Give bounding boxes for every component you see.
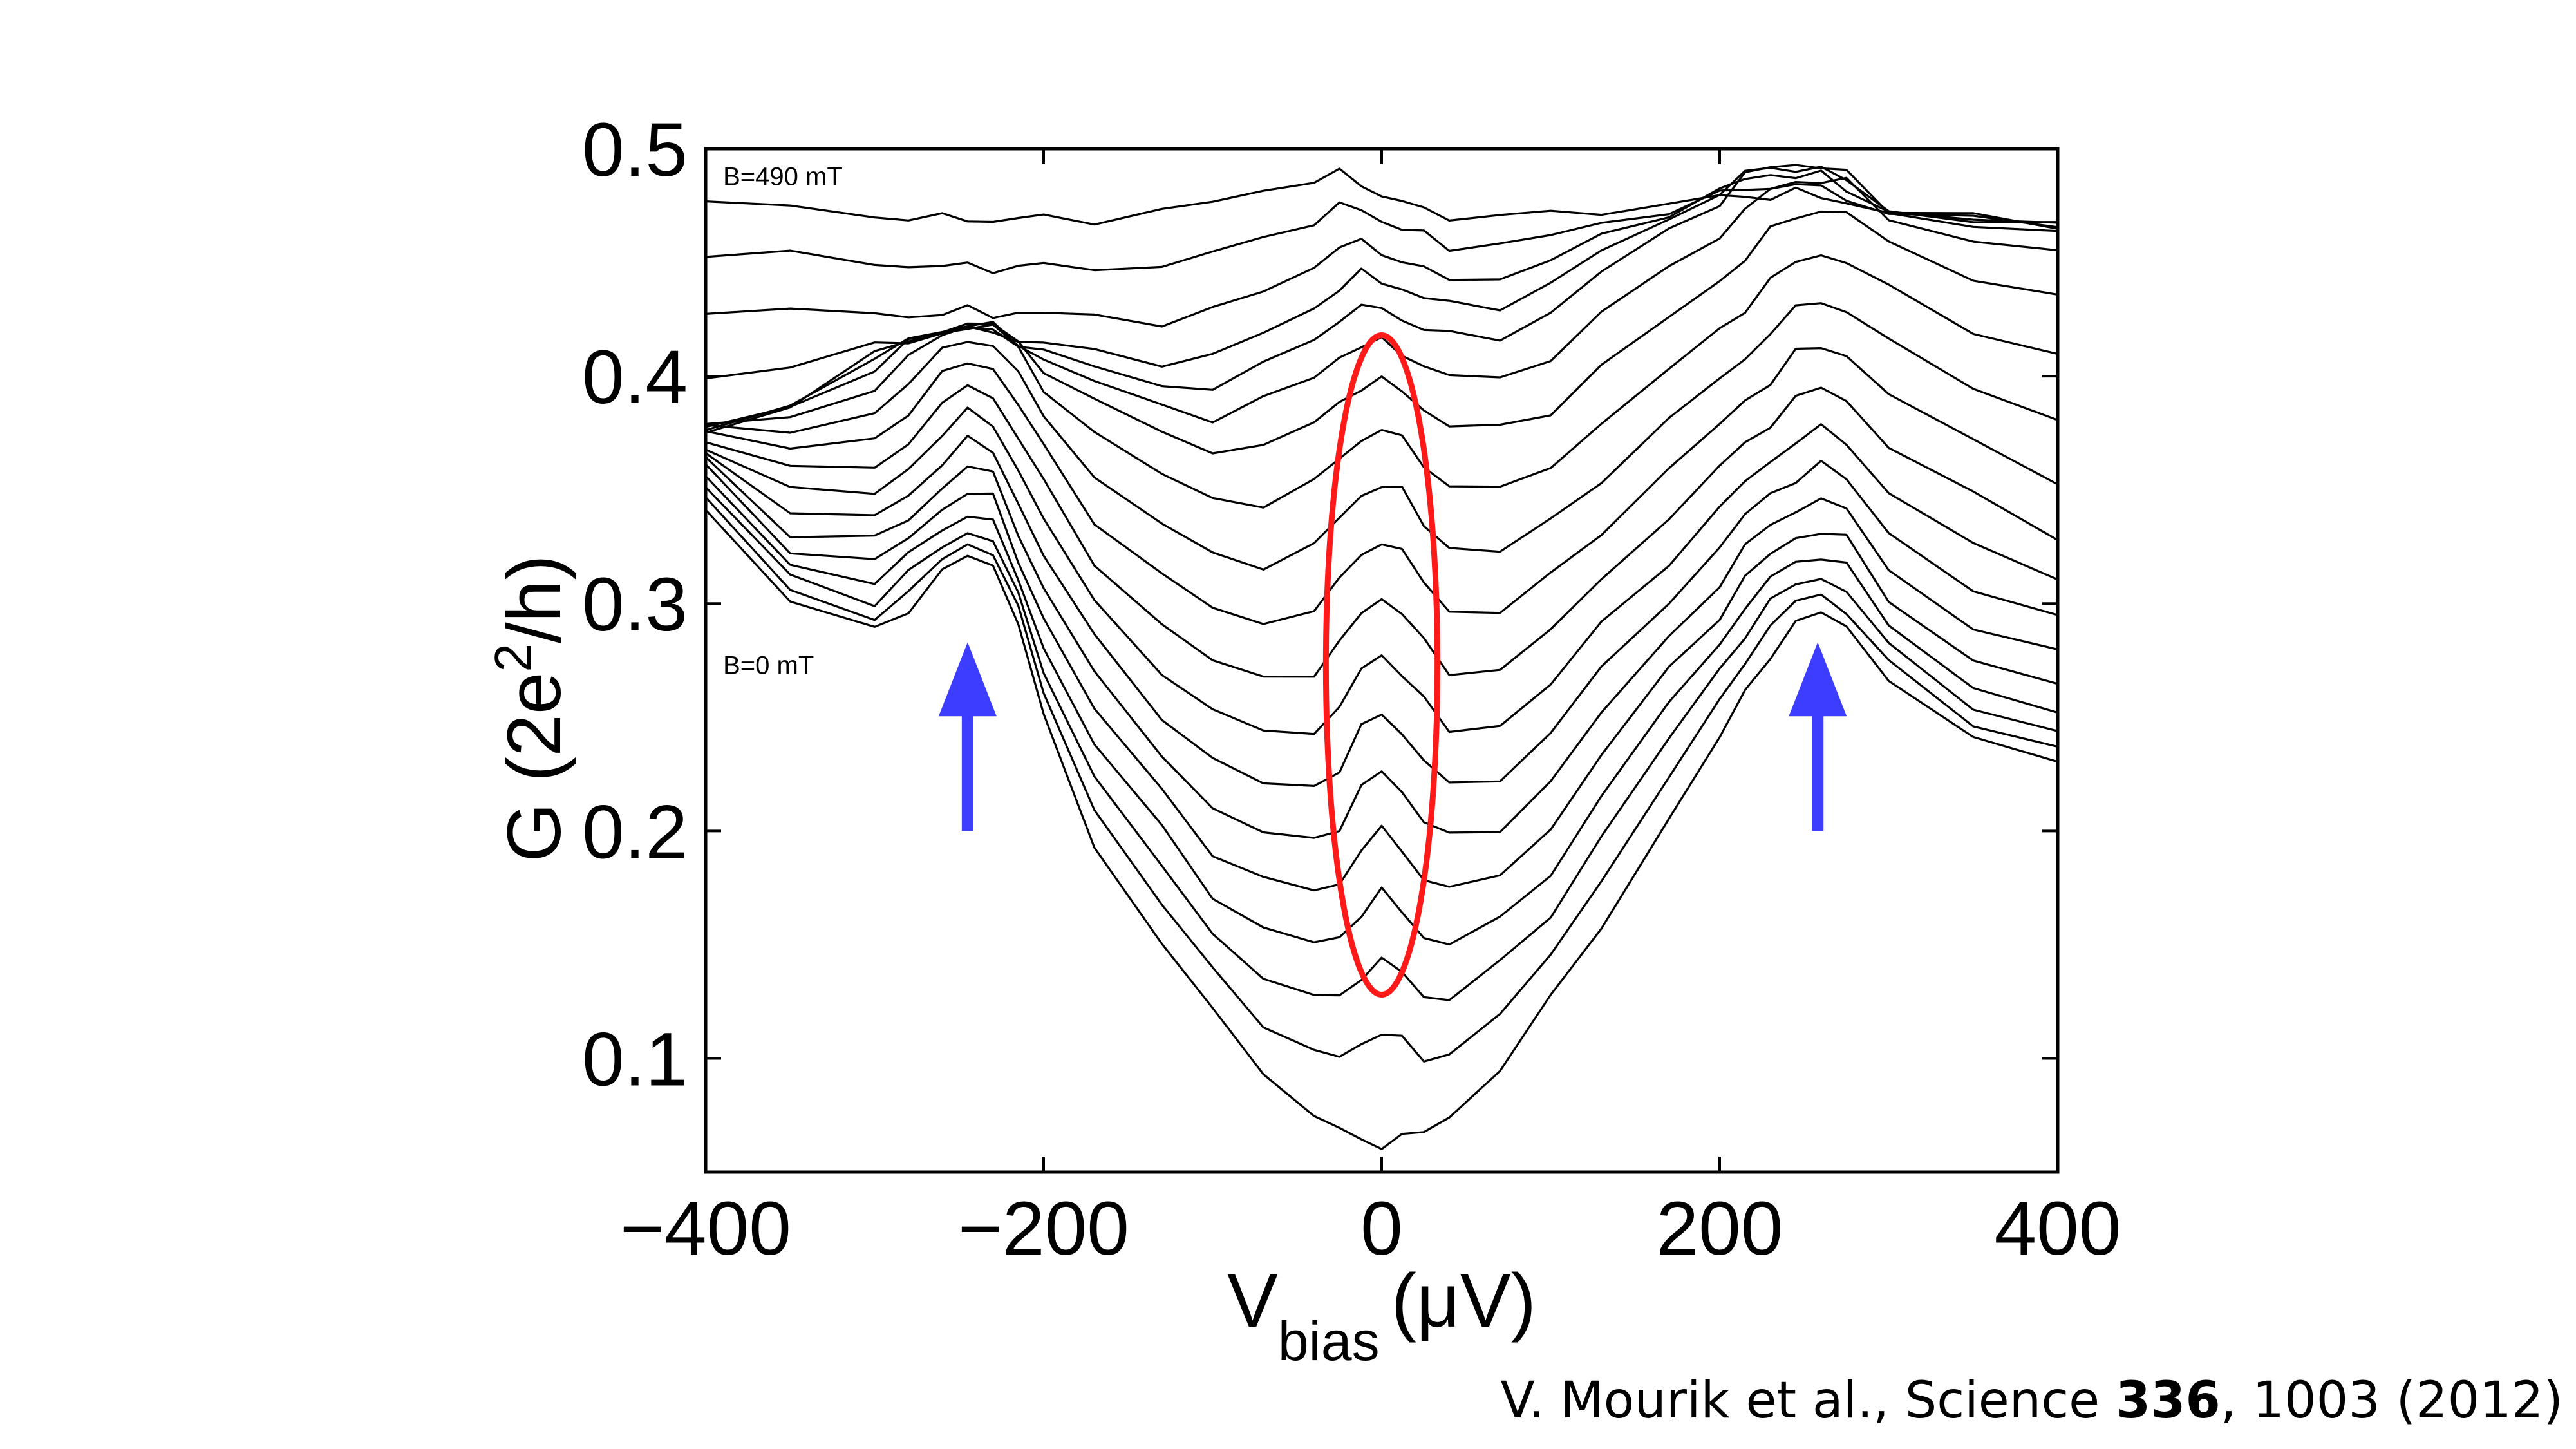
conductance-trace	[705, 169, 2058, 328]
conductance-trace	[705, 167, 2058, 230]
x-axis-label-subscript: bias	[1278, 1311, 1380, 1372]
conductance-traces	[704, 164, 2058, 1150]
x-axis-label-main: V	[1227, 1258, 1278, 1343]
x-tick-label: −200	[958, 1186, 1129, 1271]
conductance-trace	[705, 302, 2058, 571]
conductance-trace	[705, 434, 2058, 788]
x-axis-label: Vbias (μV)	[1227, 1258, 1536, 1372]
conductance-trace	[704, 486, 2058, 1001]
annotations: B=490 mT B=0 mT	[723, 162, 843, 679]
conductance-trace	[704, 509, 2058, 1150]
field-annotation: B=490 mT	[723, 162, 843, 191]
y-tick-label: 0.3	[582, 562, 688, 647]
y-axis-label-superscript: 2	[484, 643, 541, 672]
conductance-trace	[705, 183, 2058, 274]
zero-bias-peak-highlight	[1322, 332, 1441, 998]
citation-suffix: , 1003 (2012)	[2220, 1372, 2563, 1430]
y-axis-label-pre: G (2e	[492, 672, 577, 862]
conductance-trace	[705, 166, 2058, 380]
y-tick-label: 0.5	[582, 108, 688, 193]
y-tick-label: 0.1	[582, 1017, 688, 1102]
citation: V. Mourik et al., Science 336, 1003 (201…	[1500, 1372, 2563, 1430]
conductance-trace	[704, 475, 2058, 946]
y-tick-label: 0.4	[582, 335, 688, 420]
x-tick-label: −400	[620, 1186, 791, 1271]
conductance-trace	[704, 497, 2058, 1063]
field-annotation: B=0 mT	[723, 652, 814, 680]
conductance-trace	[705, 406, 2058, 735]
chart-overlays	[938, 332, 1847, 998]
x-tick-label: 400	[1995, 1186, 2121, 1271]
up-arrow-icon	[1789, 642, 1847, 831]
y-axis-label-post: /h)	[492, 554, 577, 643]
up-arrow-icon	[938, 642, 997, 831]
axis-ticks: −400 −200 0 200 400 0.1 0.2 0.3 0.4 0.5	[582, 108, 2121, 1271]
conductance-trace	[705, 384, 2058, 678]
conductance-trace	[705, 210, 2058, 455]
y-tick-label: 0.2	[582, 790, 688, 875]
x-tick-label: 0	[1360, 1186, 1403, 1271]
x-axis-label-unit: (μV)	[1391, 1258, 1536, 1343]
plot-frame	[704, 147, 2060, 1174]
citation-volume: 336	[2115, 1372, 2221, 1430]
x-tick-label: 200	[1657, 1186, 1783, 1271]
citation-prefix: V. Mourik et al., Science	[1500, 1372, 2116, 1430]
conductance-trace	[704, 463, 2058, 892]
conductance-trace	[705, 176, 2058, 431]
y-axis-label: G (2e2/h)	[484, 554, 577, 862]
conductance-trace	[704, 456, 2058, 839]
conductance-trace	[705, 346, 2058, 625]
